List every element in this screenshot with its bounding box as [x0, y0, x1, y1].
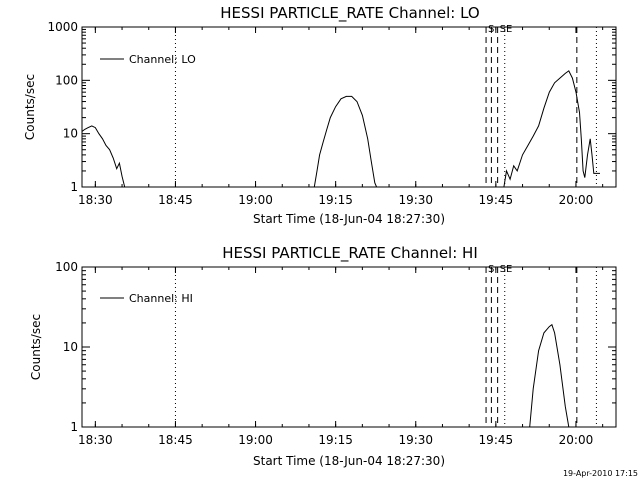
- marker-lines: SSE: [174, 264, 597, 427]
- x-axis-label: Start Time (18-Jun-04 18:27:30): [253, 212, 445, 226]
- y-tick-label: 10: [63, 340, 78, 354]
- x-tick-label: 20:00: [559, 193, 594, 207]
- x-tick-label: 18:45: [158, 433, 193, 447]
- x-axis: 18:30 18:45 19:00 19:15 19:30 19:45 20:00: [78, 267, 604, 447]
- x-axis: 18:30 18:45 19:00 19:15 19:30 19:45 20:00: [78, 27, 604, 207]
- y-axis: 1 10 100 1000: [47, 20, 616, 194]
- x-tick-label: 18:30: [78, 193, 113, 207]
- x-tick-label: 18:30: [78, 433, 113, 447]
- y-tick-label: 10: [63, 127, 78, 141]
- marker-label: SE: [500, 24, 513, 35]
- x-tick-label: 19:45: [479, 433, 514, 447]
- y-axis-label: Counts/sec: [29, 314, 43, 380]
- y-tick-label: 1000: [47, 20, 78, 34]
- panel-hi: HESSI PARTICLE_RATE Channel: HI SSE 1101…: [29, 244, 617, 468]
- marker-lines: SSE: [174, 24, 597, 187]
- marker-label: SE: [500, 264, 513, 275]
- panel-lo: HESSI PARTICLE_RATE Channel: LO SSE 1101…: [23, 4, 617, 226]
- x-tick-label: 19:15: [318, 433, 353, 447]
- x-tick-label: 19:30: [398, 193, 433, 207]
- plot-frame: [81, 266, 617, 428]
- y-tick-label: 100: [55, 260, 78, 274]
- chart-title: HESSI PARTICLE_RATE Channel: HI: [222, 244, 478, 263]
- legend-label: Channel: HI: [129, 292, 193, 305]
- plot-frame: [81, 26, 617, 188]
- y-tick-label: 1: [70, 420, 78, 434]
- x-axis-label: Start Time (18-Jun-04 18:27:30): [253, 454, 445, 468]
- chart-title: HESSI PARTICLE_RATE Channel: LO: [220, 4, 479, 23]
- series-lines: [81, 70, 600, 188]
- x-tick-label: 18:45: [158, 193, 193, 207]
- x-tick-label: 20:00: [559, 433, 594, 447]
- y-axis-label: Counts/sec: [23, 74, 37, 140]
- x-tick-label: 19:00: [238, 193, 273, 207]
- legend-label: Channel: LO: [129, 53, 196, 66]
- x-tick-label: 19:00: [238, 433, 273, 447]
- footer-date: 19-Apr-2010 17:15: [563, 469, 638, 478]
- y-tick-label: 100: [55, 73, 78, 87]
- x-tick-label: 19:30: [398, 433, 433, 447]
- x-tick-label: 19:45: [479, 193, 514, 207]
- series-line: [529, 323, 570, 428]
- y-axis: 1 10 100: [55, 260, 616, 434]
- series-line: [313, 95, 378, 188]
- series-line: [503, 70, 600, 188]
- series-lines: [529, 323, 570, 428]
- x-tick-label: 19:15: [318, 193, 353, 207]
- y-tick-label: 1: [70, 180, 78, 194]
- series-line: [81, 125, 126, 188]
